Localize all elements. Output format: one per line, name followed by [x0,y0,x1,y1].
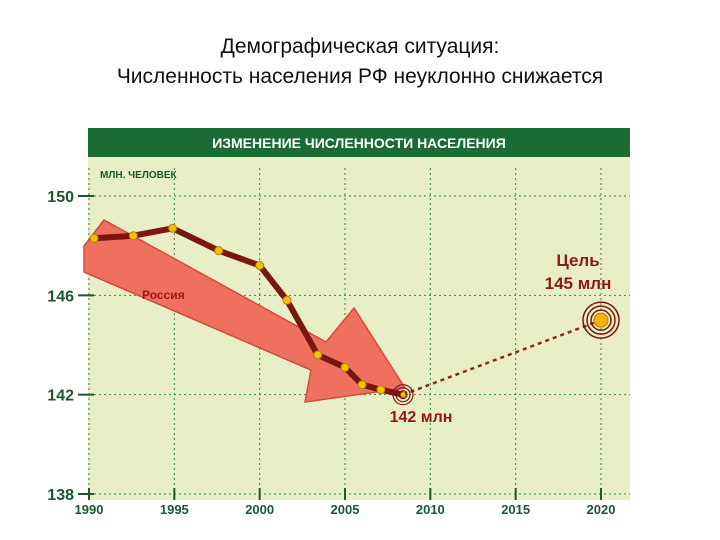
series-label: Россия [142,288,185,302]
current-point-ring [395,387,411,403]
x-tick-label: 2000 [245,502,274,517]
y-tick-label: 150 [47,189,74,206]
y-tick-label: 142 [47,388,74,405]
chart-title: ИЗМЕНЕНИЕ ЧИСЛЕННОСТИ НАСЕЛЕНИЯ [212,135,506,151]
goal-target [593,312,609,328]
x-tick-label: 1995 [160,502,189,517]
data-point [282,295,292,305]
data-point [376,385,386,395]
data-point [128,231,138,241]
data-point [168,223,178,233]
chart-panel [88,128,630,500]
y-tick-label: 138 [47,487,74,504]
data-point [214,246,224,256]
x-tick-label: 2015 [501,502,530,517]
goal-label-line-2: 145 млн [545,274,612,293]
current-point [400,392,406,398]
x-tick-label: 1990 [75,502,104,517]
goal-target-ring [586,305,616,335]
data-point [313,350,323,360]
x-tick-label: 2010 [416,502,445,517]
current-value-label: 142 млн [390,409,453,426]
data-point [255,261,265,271]
slide-title: Демографическая ситуация: Численность на… [0,32,720,92]
y-tick-label: 146 [47,288,74,305]
chart-header [88,128,630,157]
x-tick-label: 2020 [587,502,616,517]
data-point [340,362,350,372]
projection-line [402,318,602,396]
slide-title-line-1: Демографическая ситуация: [220,35,500,58]
goal-target-ring [590,309,612,331]
current-point-ring [398,390,408,400]
data-point [89,233,99,243]
current-point-ring [392,384,414,406]
goal-label-line-1: Цель [556,251,599,270]
slide-title-line-2: Численность населения РФ неуклонно снижа… [116,65,604,88]
data-point [357,380,367,390]
goal-target-ring [582,301,620,339]
x-tick-label: 2005 [331,502,360,517]
y-axis-unit-label: МЛН. ЧЕЛОВЕК [100,170,178,181]
